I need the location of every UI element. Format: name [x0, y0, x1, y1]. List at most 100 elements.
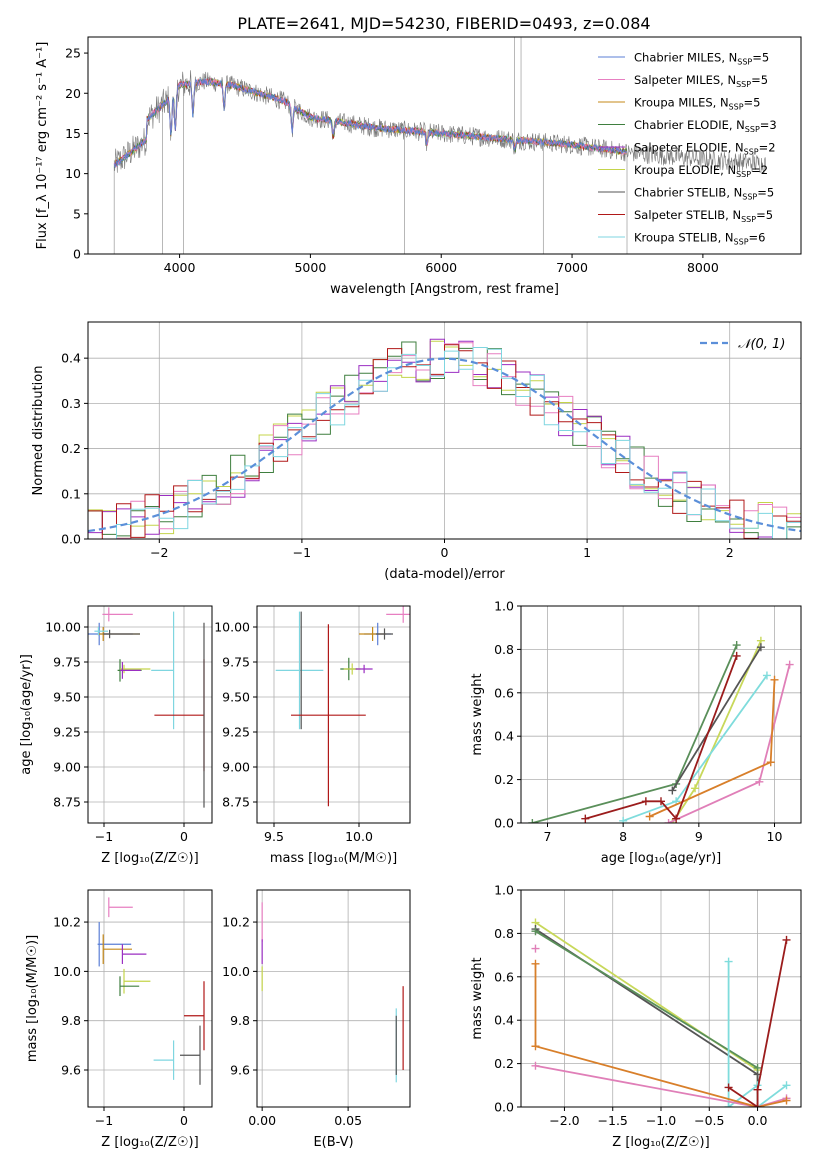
y-tick-label: 0.0 — [494, 816, 514, 831]
y-tick-label: 10.00 — [45, 620, 81, 635]
mass-weight-marker — [619, 816, 628, 823]
massweight-vs-age-plot-area — [528, 636, 794, 823]
y-tick-label: 9.25 — [222, 725, 250, 740]
y-tick-label: 9.8 — [61, 1013, 81, 1028]
y-tick-label: 10.2 — [222, 915, 250, 930]
y-tick-label: 9.75 — [222, 655, 250, 670]
y-tick-label: 0.4 — [494, 1013, 514, 1028]
x-tick-label: 1 — [583, 545, 591, 560]
x-tick-label: 0.05 — [334, 1113, 362, 1128]
figure-title: PLATE=2641, MJD=54230, FIBERID=0493, z=0… — [237, 14, 650, 33]
y-tick-label: 10.0 — [53, 964, 81, 979]
x-tick-label: −1 — [95, 1113, 113, 1128]
residuals-plot-area — [88, 338, 801, 539]
mass-weight-marker — [732, 641, 741, 650]
massweight-vs-z-plot-area — [531, 918, 791, 1107]
legend-label: Kroupa MILES, NSSP=5 — [634, 96, 760, 112]
y-tick-label: 9.6 — [61, 1063, 81, 1078]
spectrum-legend: Chabrier MILES, NSSP=5 Salpeter MILES, NS… — [598, 51, 777, 247]
y-tick-label: 20 — [65, 86, 81, 101]
mass-weight-marker — [531, 1061, 540, 1070]
mass-weight-line — [585, 655, 738, 821]
mass-weight-marker — [691, 784, 700, 793]
mass-vs-z-panel: −1 0 9.6 9.8 10.0 10.2 Z [log₁₀(Z/Z☉)] mass [lo… — [25, 889, 213, 1150]
x-tick-label: 6000 — [425, 260, 457, 275]
y-tick-label: 9.00 — [53, 760, 81, 775]
x-tick-label: −1 — [95, 829, 113, 844]
mass-weight-marker — [782, 935, 791, 944]
legend-label: Salpeter ELODIE, NSSP=2 — [634, 141, 776, 157]
y-tick-label: 0.6 — [494, 969, 514, 984]
mass-weight-marker — [782, 1096, 791, 1105]
residual-legend: 𝒩(0, 1) — [700, 337, 785, 352]
x-tick-label: 9 — [695, 829, 703, 844]
legend-label: Kroupa STELIB, NSSP=6 — [634, 231, 765, 247]
mass-weight-marker — [724, 1103, 733, 1107]
y-tick-label: 0.2 — [494, 1056, 514, 1071]
y-tick-label: 0.1 — [61, 486, 81, 501]
mass-weight-line — [535, 930, 759, 1069]
residuals-panel: −2 −1 0 1 2 0.0 0.1 0.2 0.3 0.4 (data-model)/error… — [31, 321, 802, 582]
mass-weight-marker — [785, 660, 794, 669]
mass-weight-marker — [762, 671, 771, 680]
x-tick-label: 0 — [441, 545, 449, 560]
y-tick-label: 0.8 — [494, 926, 514, 941]
y-tick-label: 1.0 — [494, 599, 514, 614]
x-tick-label: −0.5 — [694, 1113, 724, 1128]
y-tick-label: 9.00 — [222, 760, 250, 775]
mass-weight-marker — [581, 814, 590, 823]
x-tick-label: 4000 — [164, 260, 196, 275]
spectrum-plot-area — [113, 37, 766, 254]
y-tick-label: 25 — [65, 46, 81, 61]
x-axis-label: age [log₁₀(age/yr)] — [601, 851, 722, 866]
mass-weight-line — [728, 939, 788, 1107]
x-axis-label: Z [log₁₀(Z/Z☉)] — [101, 1135, 198, 1150]
legend-label: Kroupa ELODIE, NSSP=2 — [634, 163, 768, 179]
x-tick-label: −1.0 — [646, 1113, 676, 1128]
mass-vs-ebv-panel: 0.00 0.05 9.6 9.8 10.0 10.2 E(B-V) — [222, 889, 411, 1150]
mass-vs-z-plot-area — [97, 897, 205, 1085]
x-tick-label: −2 — [150, 545, 168, 560]
x-axis-label: Z [log₁₀(Z/Z☉)] — [612, 1135, 709, 1150]
mass-weight-marker — [724, 1083, 733, 1092]
y-axis-label: mass weight — [470, 673, 485, 755]
spectrum-panel: 4000 5000 6000 7000 8000 0 5 10 15 20 25 wavelength… — [35, 36, 802, 297]
age-vs-mass-panel: 9.5 10.0 8.75 9.00 9.25 9.50 9.75 10.00 mass [lo… — [214, 605, 411, 866]
mass-weight-marker — [664, 819, 673, 823]
y-tick-label: 0.2 — [61, 441, 81, 456]
x-axis-label: wavelength [Angstrom, rest frame] — [330, 282, 559, 297]
mass-weight-line — [532, 644, 738, 823]
x-tick-label: 8 — [619, 829, 627, 844]
x-tick-label: −1.5 — [598, 1113, 628, 1128]
age-vs-z-plot-area — [88, 607, 205, 808]
panels-group: 4000 5000 6000 7000 80000510152025wavelength… — [19, 36, 802, 1150]
y-tick-label: 9.50 — [53, 690, 81, 705]
mass-weight-marker — [528, 819, 537, 823]
mass-weight-marker — [531, 927, 540, 936]
y-tick-label: 0 — [73, 247, 81, 262]
legend-label: 𝒩(0, 1) — [738, 337, 785, 352]
mass-weight-marker — [668, 786, 677, 795]
massweight-vs-age-panel: 7 8 9 10 0.0 0.2 0.4 0.6 0.8 1.0 age [log₁₀(age/yr… — [470, 599, 802, 866]
x-tick-label: −2.0 — [549, 1113, 579, 1128]
y-tick-label: 1.0 — [494, 883, 514, 898]
mass-weight-marker — [782, 1081, 791, 1090]
legend-label: Chabrier STELIB, NSSP=5 — [634, 186, 774, 202]
mass-weight-marker — [732, 651, 741, 660]
y-axis-label: Normed distribution — [31, 366, 46, 496]
x-axis-label: (data-model)/error — [384, 567, 505, 582]
x-tick-label: 10.0 — [345, 829, 373, 844]
age-vs-z-panel: −1 0 8.75 9.00 9.25 9.50 9.75 10.00 Z [log₁₀(Z/Z… — [19, 605, 213, 866]
mass-weight-marker — [766, 758, 775, 767]
normal-curve-line — [88, 357, 801, 533]
x-axis-label: mass [log₁₀(M/M☉)] — [270, 851, 397, 866]
y-tick-label: 0.4 — [494, 729, 514, 744]
y-axis-label: Flux [f_λ 10⁻¹⁷ erg cm⁻² s⁻¹ A⁻¹] — [35, 42, 50, 250]
legend-label: Salpeter MILES, NSSP=5 — [634, 73, 768, 89]
y-tick-label: 5 — [73, 206, 81, 221]
legend-label: Chabrier MILES, NSSP=5 — [634, 51, 769, 67]
mass-weight-marker — [641, 797, 650, 806]
y-tick-label: 0.6 — [494, 685, 514, 700]
mass-weight-marker — [672, 814, 681, 823]
mass-weight-marker — [531, 1042, 540, 1051]
